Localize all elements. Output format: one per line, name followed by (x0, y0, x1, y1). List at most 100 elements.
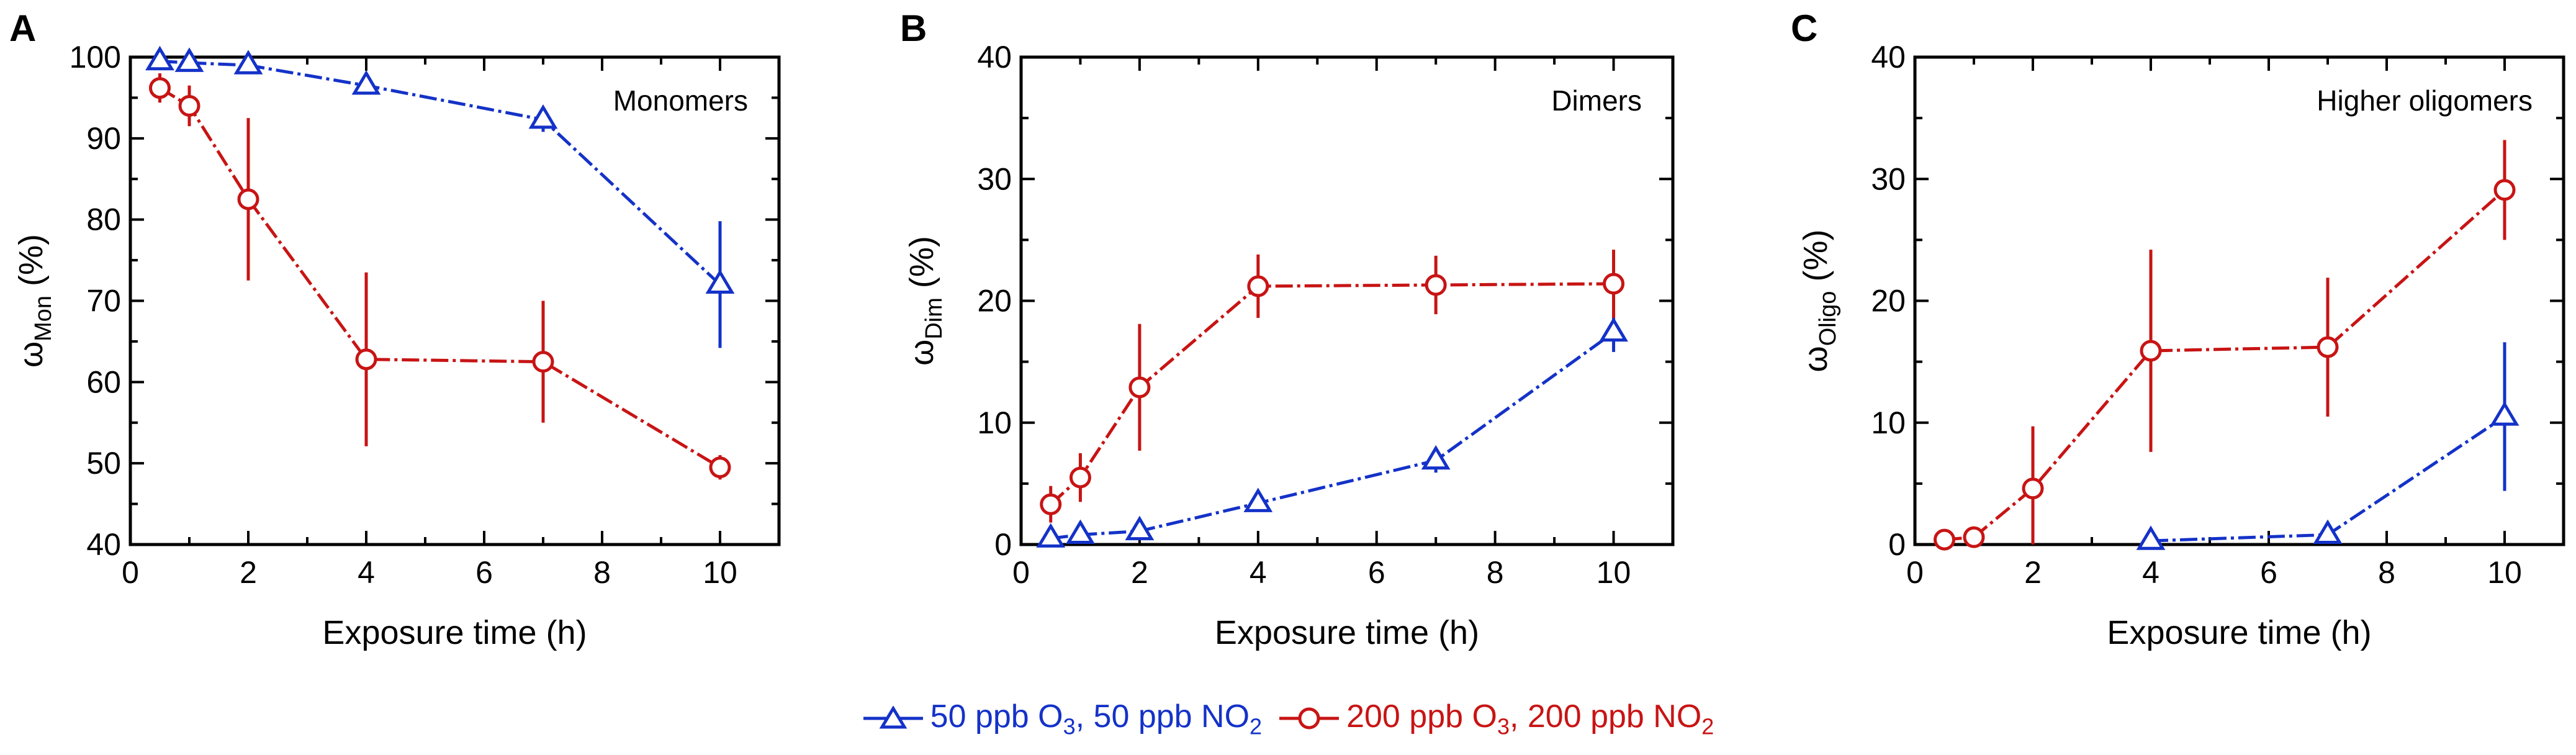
data-point-triangle (1125, 515, 1155, 541)
x-tick-label: 10 (703, 555, 737, 590)
data-point-triangle (351, 70, 381, 95)
x-tick-label: 6 (475, 555, 493, 590)
legend-marker-triangle-icon (863, 706, 923, 729)
y-axis-label-unit: (%) (903, 236, 940, 297)
y-tick-label: 60 (86, 364, 121, 399)
series-line (1050, 331, 1615, 540)
data-point-triangle (233, 50, 263, 75)
data-point-circle (1069, 466, 1091, 489)
y-axis-label: ωDim (%) (903, 236, 947, 366)
data-point-triangle (2313, 519, 2343, 544)
data-point-circle (1128, 376, 1151, 399)
plot-frame (1913, 55, 2565, 546)
y-axis-label-unit: (%) (12, 234, 50, 296)
y-axis-label-symbol: ω (1797, 346, 1834, 372)
legend-label-blue: 50 ppb O3, 50 ppb NO2 (930, 698, 1263, 739)
data-point-triangle (1066, 519, 1095, 544)
data-point-triangle (2490, 401, 2520, 426)
x-tick-label: 2 (2024, 555, 2042, 590)
data-point-circle (709, 456, 731, 479)
panel-a: 0 2 4 6 8 10 40 50 60 70 80 90 100 Exposure time (h) ω… (9, 7, 781, 651)
legend-marker-circle-icon (1279, 707, 1340, 730)
y-tick-label: 40 (86, 527, 121, 562)
y-axis-label-symbol: ω (12, 341, 50, 368)
data-point-circle (178, 95, 200, 117)
data-point-circle (1934, 528, 1955, 551)
y-tick-label: 30 (1871, 161, 1906, 196)
x-tick-label: 0 (1906, 555, 1924, 590)
data-point-triangle (1599, 317, 1628, 342)
legend-label-red: 200 ppb O3, 200 ppb NO2 (1346, 698, 1714, 739)
y-axis-label-subscript: Oligo (1815, 291, 1841, 346)
data-point-circle (2022, 477, 2044, 500)
y-tick-label: 20 (977, 284, 1012, 319)
panel-title: Higher oligomers (2317, 84, 2533, 117)
y-axis-label-subscript: Dim (921, 297, 947, 340)
data-point-circle (1603, 273, 1625, 295)
panel-b: 0 2 4 6 8 10 0 10 20 30 40 Exposure time (h) ωDim (%… (900, 7, 1675, 651)
series-line (159, 86, 721, 469)
panel-title: Dimers (1551, 84, 1642, 117)
x-tick-label: 0 (1012, 555, 1030, 590)
data-point-circle (2493, 179, 2516, 201)
x-tick-label: 0 (122, 555, 139, 590)
x-tick-label: 4 (1250, 555, 1267, 590)
y-tick-label: 20 (1871, 284, 1906, 319)
x-tick-label: 8 (593, 555, 611, 590)
y-axis-label-unit: (%) (1797, 230, 1834, 291)
panel-c: 0 2 4 6 8 10 0 10 20 30 40 Exposure time (h) ωOligo … (1791, 7, 2565, 651)
y-tick-label: 70 (86, 284, 121, 319)
x-tick-label: 2 (1131, 555, 1148, 590)
y-tick-label: 0 (1888, 527, 1906, 562)
data-point-triangle (145, 45, 174, 71)
data-point-circle (1040, 493, 1062, 515)
legend-entry-blue: 50 ppb O3, 50 ppb NO2 (862, 698, 1262, 739)
data-point-triangle (2136, 525, 2166, 550)
x-tick-label: 8 (2378, 555, 2395, 590)
data-point-circle (355, 348, 377, 371)
x-tick-label: 6 (2260, 555, 2277, 590)
x-tick-label: 8 (1487, 555, 1504, 590)
data-point-circle (149, 77, 171, 99)
panel-letter: B (900, 7, 927, 49)
y-axis-label-subscript: Mon (30, 296, 56, 341)
x-axis-label: Exposure time (h) (322, 614, 587, 651)
y-tick-label: 50 (86, 446, 121, 481)
y-tick-label: 30 (977, 161, 1012, 196)
data-point-triangle (528, 104, 558, 129)
data-point-triangle (174, 47, 204, 72)
data-point-circle (1963, 526, 1985, 548)
data-point-circle (1425, 274, 1447, 296)
y-tick-label: 80 (86, 202, 121, 237)
y-tick-label: 10 (1871, 405, 1906, 440)
plot-frame (128, 55, 781, 546)
y-tick-label: 90 (86, 121, 121, 156)
data-point-triangle (1036, 523, 1066, 548)
legend: 50 ppb O3, 50 ppb NO2 200 ppb O3, 200 pp… (0, 689, 2576, 748)
y-tick-label: 10 (977, 405, 1012, 440)
legend-entry-red: 200 ppb O3, 200 ppb NO2 (1278, 698, 1714, 739)
data-point-triangle (705, 269, 735, 294)
data-point-triangle (1421, 445, 1451, 470)
data-point-circle (2317, 336, 2339, 358)
panel-letter: C (1791, 7, 1817, 49)
data-point-circle (1247, 275, 1269, 297)
data-point-circle (2140, 340, 2162, 362)
y-tick-label: 0 (994, 527, 1012, 562)
y-tick-label: 100 (70, 40, 121, 75)
data-point-circle (532, 351, 554, 373)
x-axis-label: Exposure time (h) (2107, 614, 2371, 651)
y-axis-label-symbol: ω (903, 340, 940, 366)
y-axis-label: ωMon (%) (12, 234, 56, 368)
x-tick-label: 4 (358, 555, 375, 590)
x-tick-label: 4 (2142, 555, 2159, 590)
y-tick-label: 40 (1871, 40, 1906, 75)
x-tick-label: 10 (2487, 555, 2522, 590)
data-point-circle (237, 188, 259, 210)
x-tick-label: 10 (1596, 555, 1631, 590)
y-axis-label: ωOligo (%) (1797, 230, 1841, 373)
x-tick-label: 6 (1368, 555, 1385, 590)
y-tick-label: 40 (977, 40, 1012, 75)
plot-frame (1019, 55, 1675, 546)
